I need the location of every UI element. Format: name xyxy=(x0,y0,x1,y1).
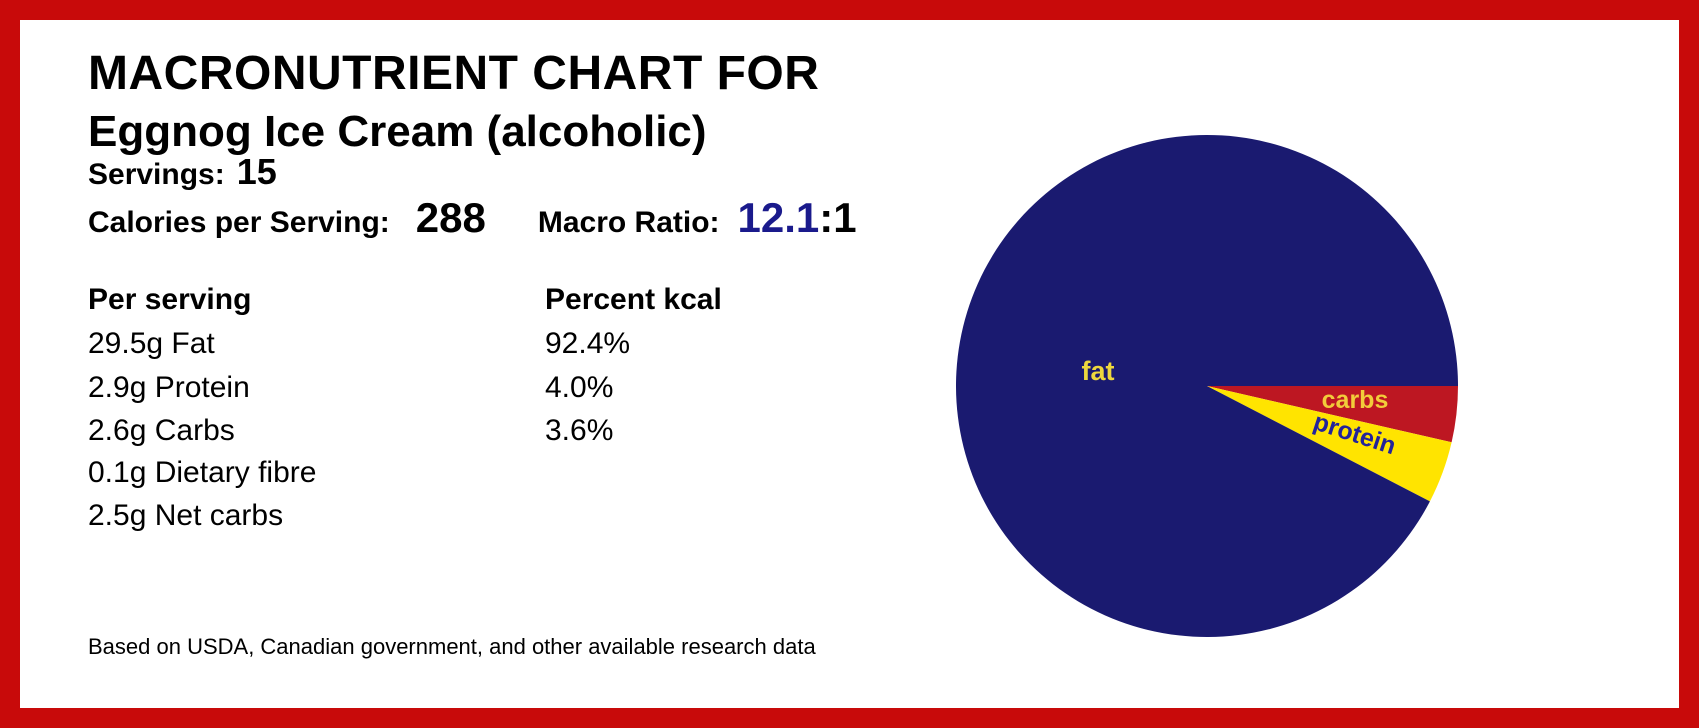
percent-kcal-carbs: 3.6% xyxy=(545,414,614,447)
macro-ratio-label: Macro Ratio: xyxy=(537,206,720,239)
pie-slices xyxy=(956,134,1458,637)
pie-slice-carbs xyxy=(1207,386,1458,443)
macro-pie-chart: fat carbs protein xyxy=(954,133,1460,639)
percent-kcal-fat: 92.4% xyxy=(545,327,631,360)
pie-chart-svg: fat carbs protein xyxy=(956,134,1458,637)
servings-line: Servings: 15 xyxy=(88,154,277,190)
percent-kcal-header: Percent kcal xyxy=(545,283,722,316)
pie-label-fat: fat xyxy=(1082,356,1115,386)
per-serving-row-protein: 2.9g Protein xyxy=(88,371,250,404)
servings-value: 15 xyxy=(236,151,277,192)
per-serving-row-fibre: 0.1g Dietary fibre xyxy=(88,456,317,489)
macro-ratio-value: 12.1 xyxy=(737,194,820,241)
page-title: MACRONUTRIENT CHART FOR xyxy=(88,47,820,100)
percent-kcal-protein: 4.0% xyxy=(545,371,614,404)
calories-value: 288 xyxy=(415,194,486,241)
macro-ratio-suffix: :1 xyxy=(819,194,857,241)
source-attribution: Based on USDA, Canadian government, and … xyxy=(88,634,816,659)
pie-label-carbs: carbs xyxy=(1322,386,1389,414)
food-name-subtitle: Eggnog Ice Cream (alcoholic) xyxy=(88,107,707,156)
pie-slice-protein xyxy=(1207,386,1452,502)
per-serving-row-netcarbs: 2.5g Net carbs xyxy=(88,499,284,532)
pie-slice-fat xyxy=(956,134,1458,637)
per-serving-row-fat: 29.5g Fat xyxy=(88,327,215,360)
servings-label: Servings: xyxy=(88,158,225,191)
calories-label: Calories per Serving: xyxy=(88,206,390,239)
per-serving-header: Per serving xyxy=(88,283,252,316)
calories-macro-line: Calories per Serving: 288 Macro Ratio: 1… xyxy=(88,197,857,239)
per-serving-row-carbs: 2.6g Carbs xyxy=(88,414,235,447)
